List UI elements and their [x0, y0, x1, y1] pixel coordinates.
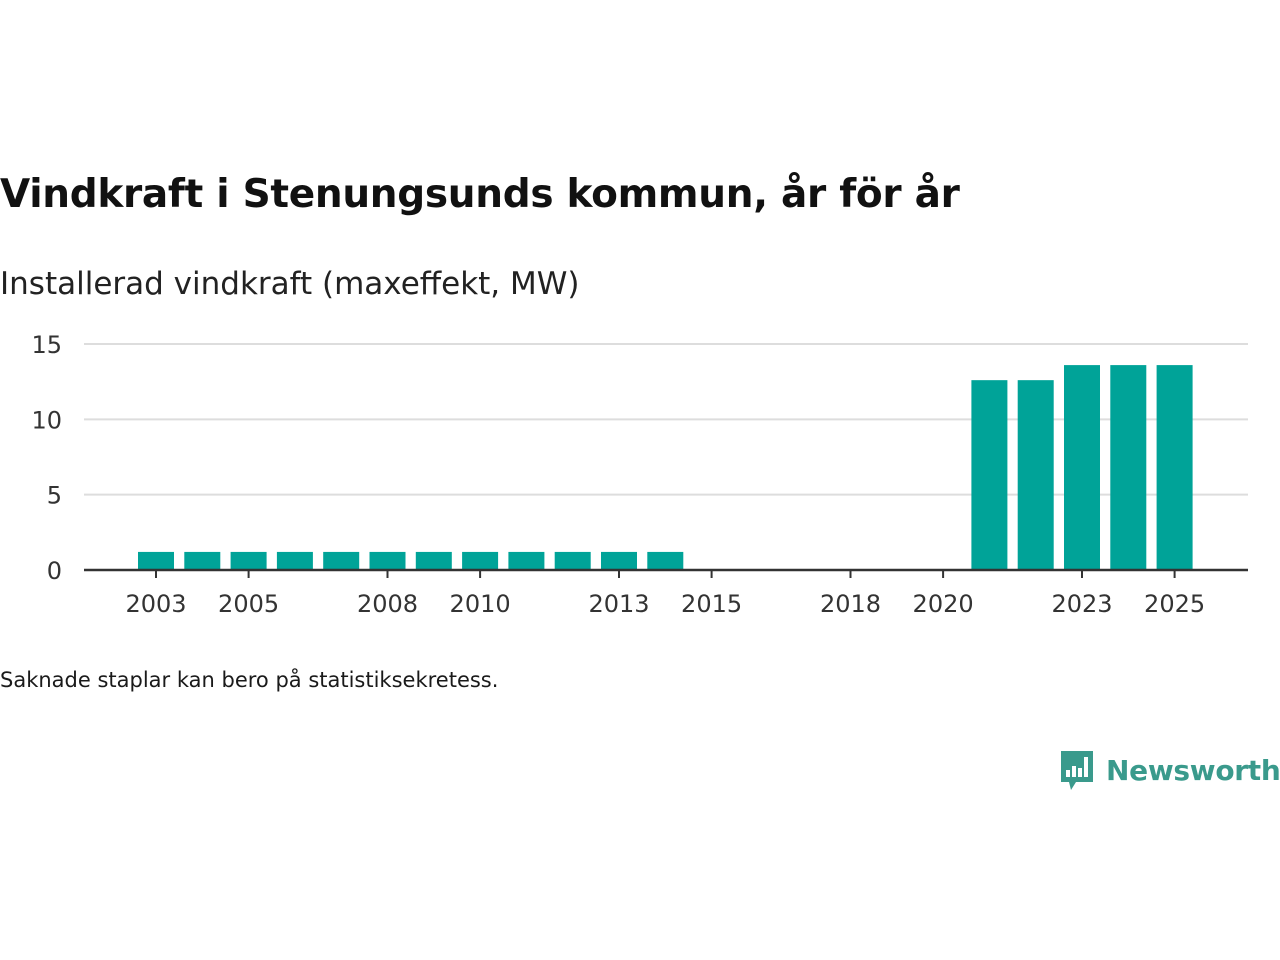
bar-2023 [1064, 365, 1100, 570]
bar-2009 [415, 551, 452, 570]
y-tick-label-0: 0 [47, 557, 62, 585]
grid-lines [84, 343, 1248, 496]
x-tick-label-2008: 2008 [357, 590, 418, 618]
bar-2010 [462, 551, 499, 570]
x-tick-label-2003: 2003 [125, 590, 186, 618]
chart-subtitle: Installerad vindkraft (maxeffekt, MW) [0, 266, 580, 302]
bar-chart: 0 5 10 15 2003 2005 2008 2010 2013 2015 2018 2020 20… [31, 331, 1248, 618]
x-tick-label-2020: 2020 [913, 590, 974, 618]
bar-2005 [230, 551, 267, 570]
bar-2003 [138, 551, 174, 570]
bar-2025 [1156, 365, 1193, 570]
bar-2022 [1017, 380, 1054, 570]
bars [138, 365, 1193, 570]
bar-2008 [369, 551, 406, 570]
bar-2024 [1110, 365, 1147, 570]
bar-2011 [508, 551, 545, 570]
chart-title: Vindkraft i Stenungsunds kommun, år för … [0, 172, 960, 217]
newsworthy-logo-icon [1061, 751, 1093, 790]
bar-2007 [323, 551, 360, 570]
bar-2004 [184, 551, 221, 570]
x-tick-label-2023: 2023 [1051, 590, 1112, 618]
bar-2013 [601, 551, 637, 570]
footnote: Saknade staplar kan bero på statistiksek… [0, 668, 499, 692]
brand-logo: Newsworthy [1058, 748, 1280, 792]
bar-2021 [971, 380, 1008, 570]
x-tick-label-2013: 2013 [588, 590, 649, 618]
bar-2014 [647, 551, 684, 570]
x-tick-label-2005: 2005 [218, 590, 279, 618]
bar-2012 [554, 551, 591, 570]
x-tick-label-2015: 2015 [681, 590, 742, 618]
bar-2006 [276, 551, 313, 570]
brand-name: Newsworthy [1106, 753, 1280, 787]
x-tick-label-2010: 2010 [450, 590, 511, 618]
axes: 0 5 10 15 2003 2005 2008 2010 2013 2015 2018 2020 20… [31, 331, 1248, 618]
y-tick-label-15: 15 [31, 331, 62, 359]
y-tick-label-5: 5 [47, 482, 62, 510]
y-tick-label-10: 10 [31, 406, 62, 434]
x-tick-label-2018: 2018 [820, 590, 881, 618]
x-tick-label-2025: 2025 [1144, 590, 1205, 618]
